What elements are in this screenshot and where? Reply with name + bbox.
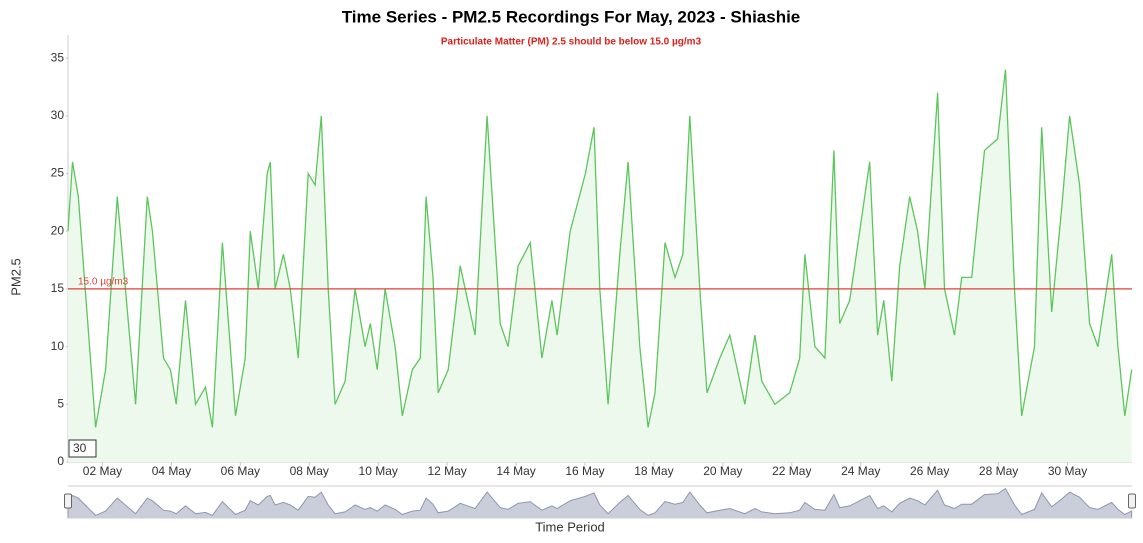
y-tick-label: 15 [51,281,65,295]
y-axis-label: PM2.5 [8,258,23,296]
threshold-label: 15.0 µg/m3 [78,277,129,288]
y-tick-label: 10 [51,339,65,353]
x-tick-label: 18 May [634,464,673,478]
y-tick-label: 30 [51,108,65,122]
y-tick-label: 35 [51,50,65,64]
x-axis-label: Time Period [535,519,605,534]
x-tick-label: 20 May [703,464,742,478]
x-tick-label: 08 May [290,464,329,478]
area [68,69,1132,462]
navigator-area [67,487,1133,519]
navigator-handle [1128,493,1136,509]
navigator-handle [64,493,72,509]
x-tick-label: 24 May [841,464,880,478]
y-tick-label: 5 [57,396,64,410]
x-tick-label: 04 May [152,464,191,478]
range-label: 30 [73,441,87,455]
x-tick-label: 02 May [83,464,122,478]
x-tick-label: 06 May [221,464,260,478]
x-tick-label: 16 May [565,464,604,478]
x-tick-label: 30 May [1048,464,1087,478]
y-tick-label: 25 [51,166,65,180]
y-tick-label: 0 [57,454,64,468]
x-tick-label: 12 May [427,464,466,478]
range-box [68,439,97,458]
x-tick-label: 22 May [772,464,811,478]
x-tick-label: 26 May [910,464,949,478]
y-tick-label: 20 [51,223,65,237]
x-tick-label: 10 May [359,464,398,478]
chart-title: Time Series - PM2.5 Recordings For May, … [342,7,801,26]
x-tick-label: 14 May [496,464,535,478]
line [67,69,1133,428]
chart-subtitle: Particulate Matter (PM) 2.5 should be be… [441,37,702,48]
x-tick-label: 28 May [979,464,1018,478]
